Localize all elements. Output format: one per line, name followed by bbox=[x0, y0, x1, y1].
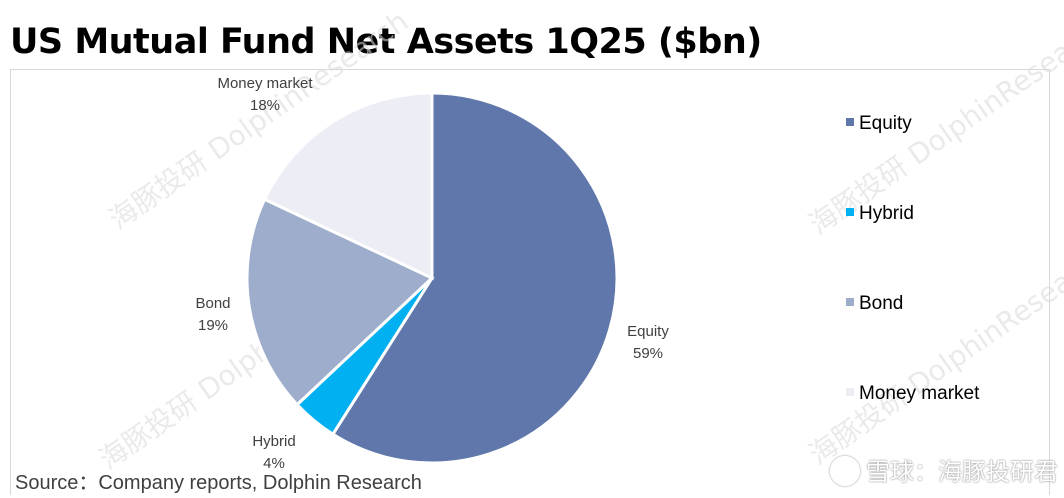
legend-label-bond: Bond bbox=[859, 293, 904, 314]
data-label-name-equity: Equity bbox=[627, 323, 669, 340]
pie-slice-money-market bbox=[262, 91, 434, 281]
data-label-name-bond: Bond bbox=[195, 295, 230, 312]
data-label-pct-equity: 59% bbox=[633, 345, 663, 362]
legend-label-hybrid: Hybrid bbox=[859, 203, 914, 224]
legend-swatch-bond bbox=[846, 297, 854, 306]
pie-slice-equity bbox=[330, 91, 619, 465]
brand-watermark: 雪球：海豚投研君 bbox=[830, 452, 1058, 488]
data-label-name-hybrid: Hybrid bbox=[252, 433, 295, 450]
legend-label-money-market: Money market bbox=[859, 383, 980, 404]
data-label-name-money-market: Money market bbox=[217, 75, 313, 92]
data-label-pct-hybrid: 4% bbox=[263, 455, 285, 472]
data-label-pct-money-market: 18% bbox=[250, 97, 280, 114]
chart-title: US Mutual Fund Net Assets 1Q25 ($bn) bbox=[10, 22, 762, 62]
legend-item-hybrid: Hybrid bbox=[846, 203, 914, 225]
brand-text: 雪球：海豚投研君 bbox=[866, 458, 1058, 486]
legend-item-equity: Equity bbox=[846, 113, 912, 135]
plot-area-frame bbox=[10, 69, 1050, 495]
legend-item-bond: Bond bbox=[846, 293, 903, 315]
legend-swatch-hybrid bbox=[846, 207, 854, 216]
snowball-logo-icon bbox=[830, 456, 860, 486]
legend-swatch-money-market bbox=[846, 387, 854, 396]
source-note: Source：Company reports, Dolphin Research bbox=[15, 472, 422, 494]
legend-swatch-equity bbox=[846, 117, 854, 126]
pie-slice-bond bbox=[245, 197, 435, 407]
legend-item-money-market: Money market bbox=[846, 383, 979, 405]
data-label-pct-bond: 19% bbox=[198, 317, 228, 334]
legend-label-equity: Equity bbox=[859, 113, 912, 134]
